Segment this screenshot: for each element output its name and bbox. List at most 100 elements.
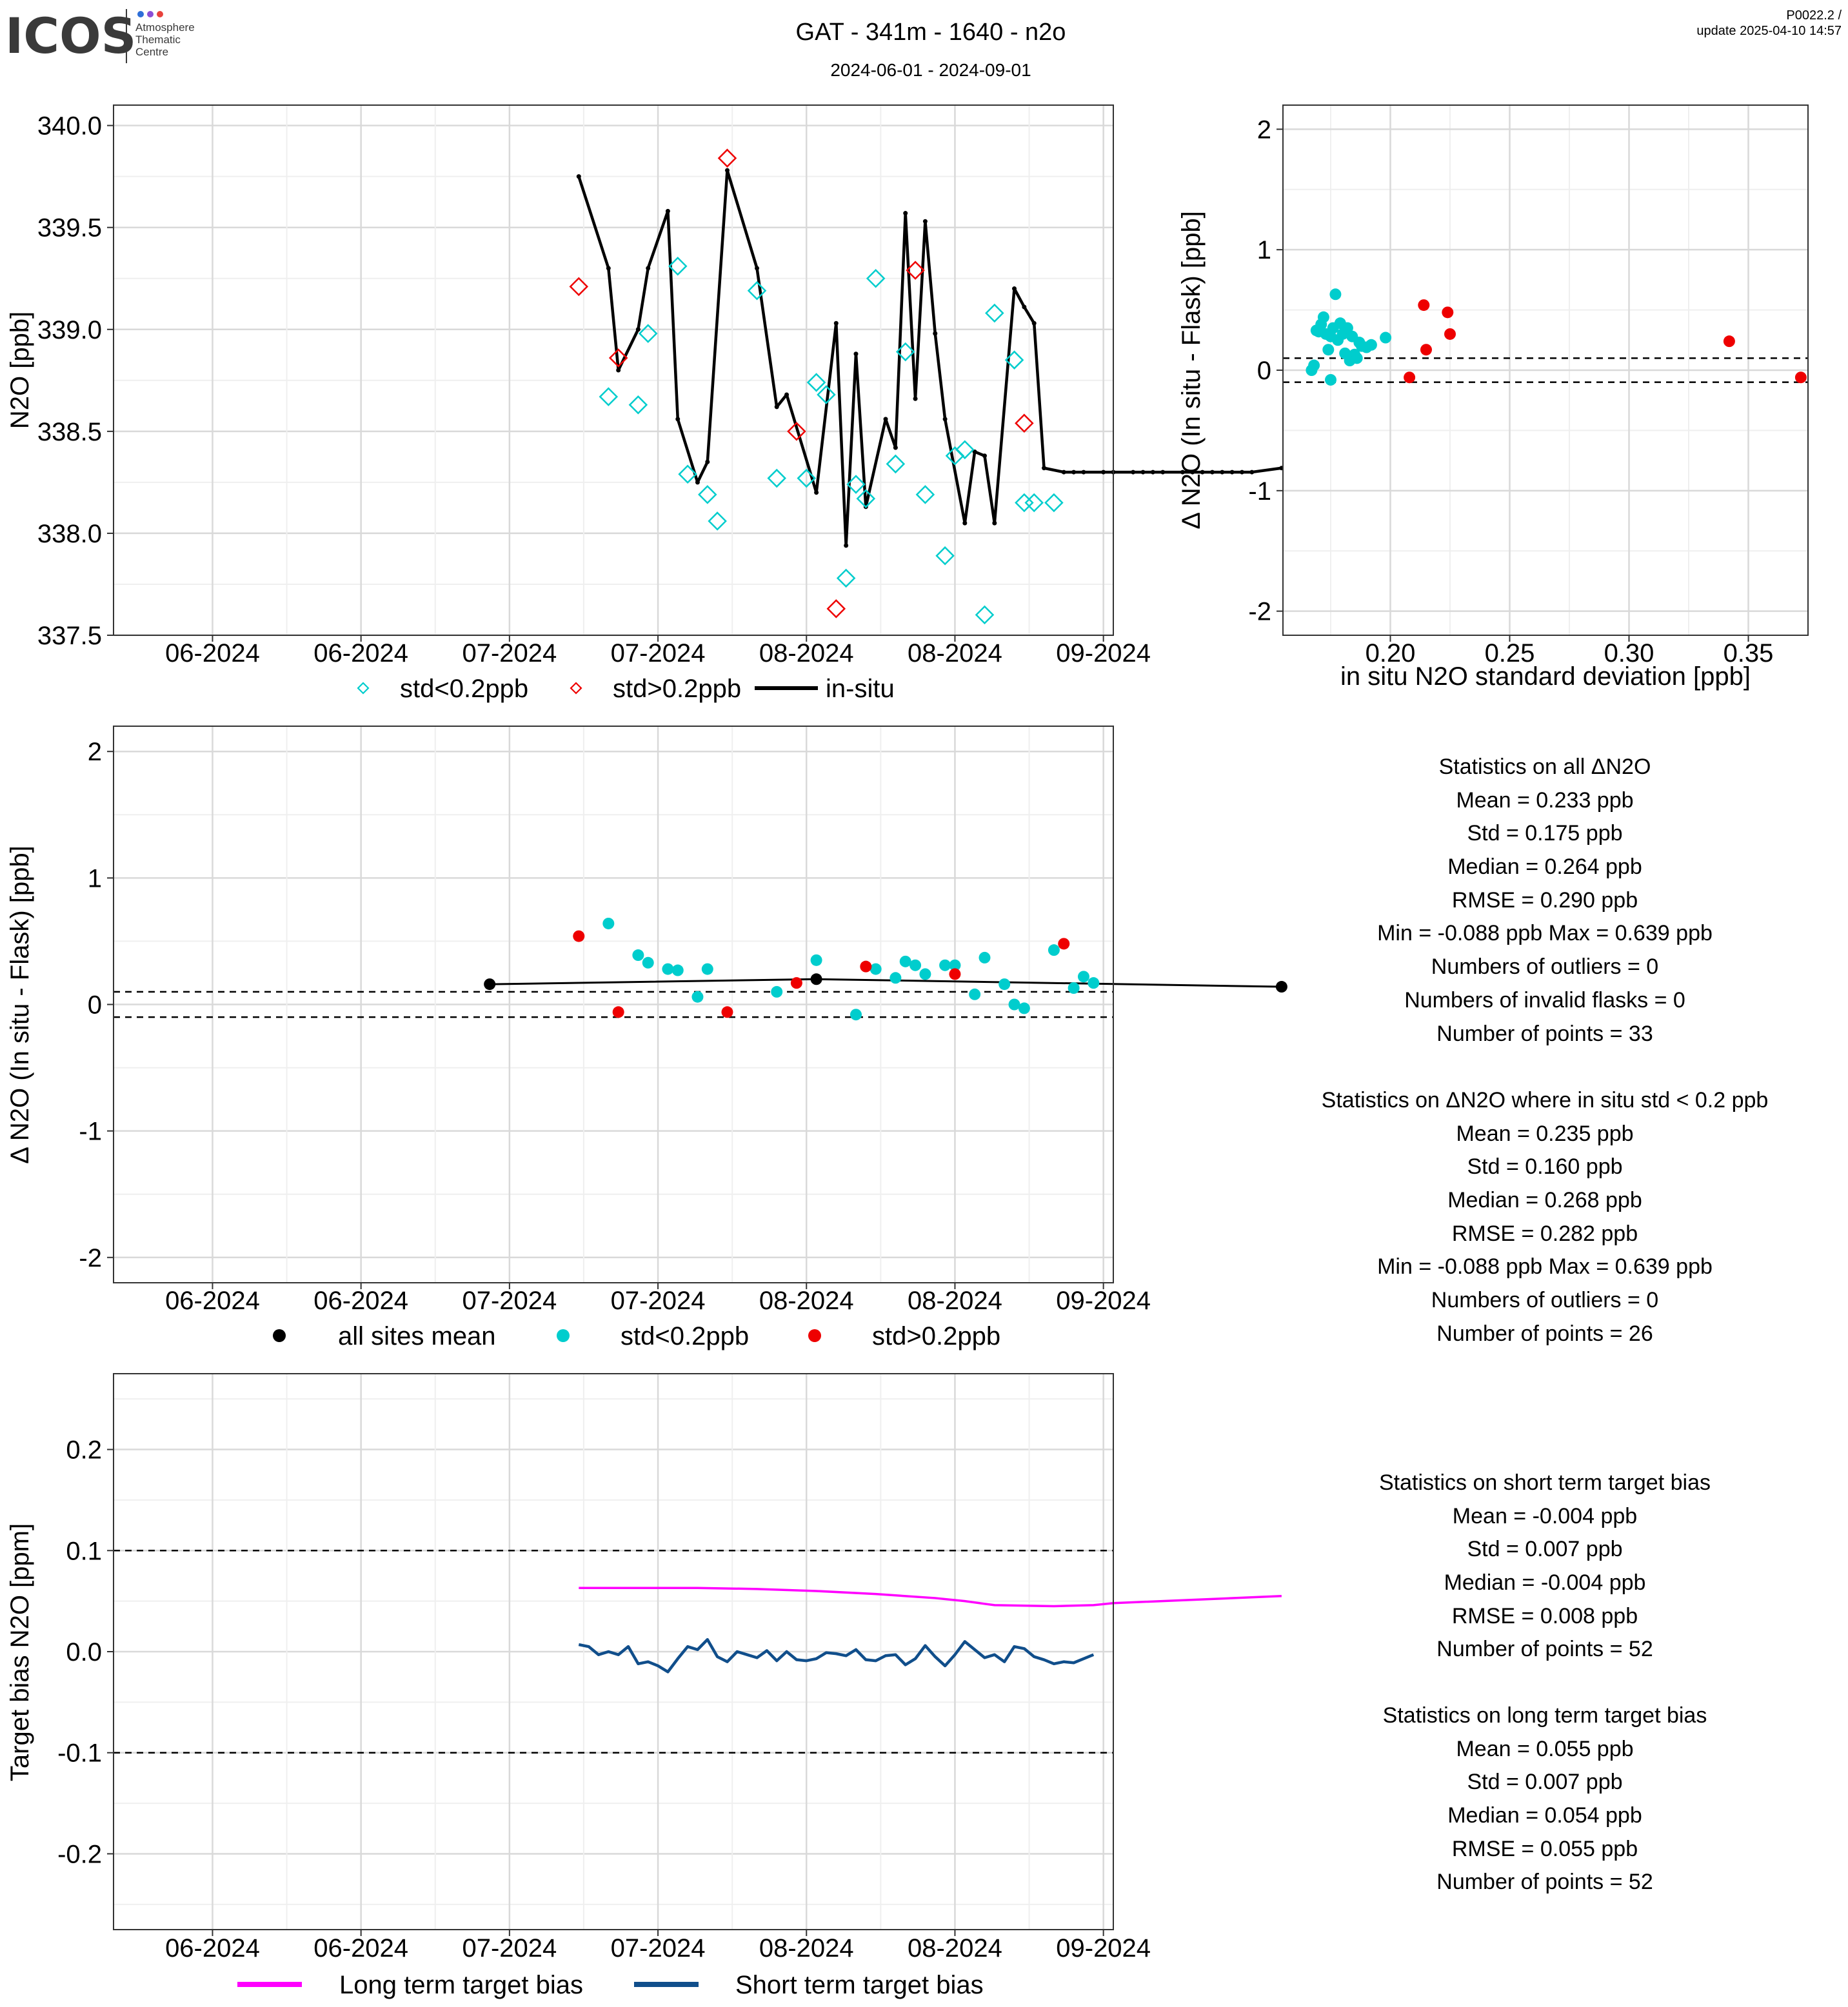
high-std-point [612, 1006, 624, 1018]
timeseries-x-tick-label: 08-2024 [908, 639, 1002, 667]
flask-low-std-marker [1044, 493, 1064, 513]
insitu-point [1061, 470, 1066, 475]
high-std-point [1794, 371, 1807, 384]
flask-low-std-marker [935, 546, 955, 566]
all-sites-mean-point [484, 978, 496, 991]
delta-timeseries-border [113, 726, 1114, 1283]
delta-vs-std-x-tick-label: 0.35 [1724, 639, 1774, 667]
stats-short-rmse: RMSE = 0.008 ppb [1451, 1603, 1638, 1628]
stats-long-std: Std = 0.007 ppb [1467, 1770, 1623, 1795]
flask-low-std-marker [866, 268, 886, 288]
delta-timeseries-x-tick-label: 06-2024 [313, 1287, 408, 1315]
delta-vs-std-y-tick-label: 0 [1257, 357, 1271, 385]
insitu-point [646, 266, 651, 271]
figure-title: GAT - 341m - 1640 - n2o [796, 19, 1066, 46]
low-std-point [632, 949, 644, 962]
flask-low-std-marker [1015, 493, 1034, 513]
delta-vs-std-x-axis-label: in situ N2O standard deviation [ppb] [1340, 662, 1751, 691]
insitu-point [982, 453, 987, 459]
insitu-point [616, 368, 621, 373]
timeseries-x-tick-label: 07-2024 [462, 639, 557, 667]
stats-long-rmse: RMSE = 0.055 ppb [1451, 1836, 1638, 1861]
high-std-point [1442, 306, 1454, 319]
insitu-point [833, 321, 839, 326]
insitu-point [1031, 321, 1037, 326]
stats-low-title: Statistics on ΔN2O where in situ std < 0… [1321, 1088, 1769, 1112]
all-sites-mean-point [810, 973, 822, 985]
legend-std-low-key [357, 682, 370, 695]
insitu-point [1200, 470, 1205, 475]
flask-low-std-marker [836, 568, 856, 588]
stats-short-points: Number of points = 52 [1436, 1637, 1653, 1662]
delta-timeseries-y-tick-label: 1 [88, 864, 102, 893]
insitu-point [1042, 466, 1047, 471]
insitu-point [814, 490, 819, 495]
flask-low-std-marker [747, 281, 767, 301]
low-std-point [919, 968, 931, 980]
timeseries-x-tick-label: 06-2024 [165, 639, 260, 667]
high-std-point [790, 977, 802, 989]
stats-all-block: Statistics on all ΔN2O Mean = 0.233 ppb … [1255, 751, 1835, 1051]
insitu-point [1081, 470, 1086, 475]
timeseries-x-tick-label: 06-2024 [313, 639, 408, 667]
insitu-point [606, 266, 611, 271]
low-std-point [1341, 322, 1353, 334]
insitu-point [853, 351, 859, 357]
target-bias-x-tick-label: 08-2024 [759, 1934, 854, 1963]
stats-short-title: Statistics on short term target bias [1379, 1470, 1711, 1495]
delta-timeseries-y-tick-label: -1 [79, 1118, 102, 1146]
flask-low-std-marker [678, 464, 697, 484]
low-std-point [979, 951, 991, 964]
logo-text: ICOS [5, 7, 136, 64]
delta-vs-std-x-tick-label: 0.25 [1485, 639, 1535, 667]
legend-insitu-label: in-situ [826, 675, 895, 703]
insitu-point [695, 480, 700, 485]
insitu-point [576, 174, 581, 179]
flask-low-std-marker [955, 440, 975, 460]
flask-low-std-marker [638, 324, 658, 343]
logo-sub-3: Centre [135, 46, 168, 58]
insitu-point [933, 331, 938, 336]
stats-short-median: Median = -0.004 ppb [1444, 1570, 1646, 1596]
stats-long-median: Median = 0.054 ppb [1447, 1803, 1642, 1828]
insitu-point [1101, 470, 1106, 475]
low-std-point [1008, 998, 1020, 1011]
high-std-point [1723, 335, 1735, 348]
stats-all-rmse: RMSE = 0.290 ppb [1451, 887, 1638, 913]
stats-all-median: Median = 0.264 ppb [1447, 855, 1642, 880]
legend-std-high-label: std>0.2ppb [613, 675, 741, 703]
flask-high-std-marker [1015, 413, 1034, 433]
insitu-point [1022, 304, 1027, 310]
target-bias-y-tick-label: 0.2 [66, 1436, 102, 1465]
stats-all-outliers: Numbers of outliers = 0 [1431, 954, 1659, 980]
target-bias-y-tick-label: 0.1 [66, 1537, 102, 1565]
delta-vs-std-y-tick-label: -1 [1248, 477, 1271, 506]
stats-all-points: Number of points = 33 [1436, 1021, 1653, 1046]
low-std-point [691, 991, 704, 1003]
delta-vs-std-border [1282, 104, 1809, 636]
delta-vs-std-y-axis-label: Δ N2O (In situ - Flask) [ppb] [1177, 211, 1206, 529]
delta-vs-std-y-tick-label: 2 [1257, 115, 1271, 144]
stats-low-std-block: Statistics on ΔN2O where in situ std < 0… [1255, 1084, 1835, 1351]
insitu-point [893, 445, 898, 450]
stats-low-std: Std = 0.160 ppb [1467, 1154, 1623, 1180]
high-std-point [1444, 328, 1456, 340]
low-std-point [1088, 977, 1100, 989]
stats-long-term-block: Statistics on long term target bias Mean… [1255, 1699, 1835, 1899]
delta-timeseries-y-tick-label: -2 [79, 1244, 102, 1272]
flask-low-std-marker [915, 485, 935, 504]
delta-timeseries-y-tick-label: 0 [88, 991, 102, 1020]
logo-sub-2: Thematic [135, 34, 181, 46]
target-bias-x-tick-label: 06-2024 [165, 1934, 260, 1963]
low-std-point [869, 963, 882, 975]
timeseries-y-tick-label: 338.5 [37, 418, 102, 446]
flask-low-std-marker [698, 485, 717, 504]
version-label: P0022.2 / [1786, 8, 1842, 23]
delta-vs-std-y-tick-label: -2 [1248, 598, 1271, 626]
insitu-point [705, 459, 710, 464]
target-bias-x-tick-label: 06-2024 [313, 1934, 408, 1963]
stats-low-median: Median = 0.268 ppb [1447, 1188, 1642, 1213]
insitu-point [755, 266, 760, 271]
flask-low-std-marker [797, 468, 817, 488]
